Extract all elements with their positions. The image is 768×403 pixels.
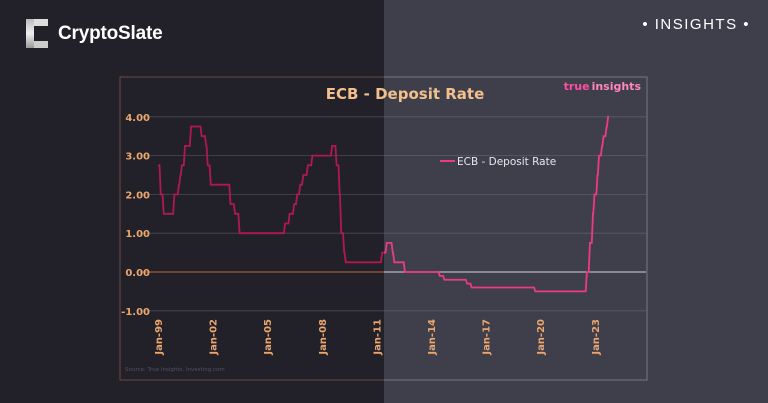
brand-name: CryptoSlate: [58, 22, 163, 44]
x-tick-label: Jan-99: [154, 319, 165, 356]
chart-frame: [119, 76, 648, 381]
series-line-ecb-deposit-rate: [158, 115, 610, 293]
y-tick-label: 2.00: [125, 190, 150, 201]
x-tick-label: Jan-05: [263, 319, 274, 356]
x-tick-label: Jan-20: [536, 319, 547, 356]
y-tick-label: 0.00: [125, 268, 150, 279]
x-tick-label: Jan-11: [372, 319, 383, 356]
chart-title: ECB - Deposit Rate: [326, 85, 485, 103]
section-label: • INSIGHTS •: [642, 16, 750, 33]
x-tick-label: Jan-23: [591, 319, 602, 356]
source-note: Source: True Insights, Investing.com: [125, 367, 225, 373]
x-tick-label: Jan-17: [482, 319, 493, 356]
logo-mark-icon: [26, 19, 48, 48]
legend-label: ECB - Deposit Rate: [457, 156, 556, 168]
watermark: true insights: [564, 80, 642, 93]
cryptoslate-logo[interactable]: CryptoSlate: [26, 19, 163, 48]
y-tick-label: 1.00: [125, 229, 150, 240]
y-tick-label: -1.00: [121, 307, 150, 318]
y-tick-label: 3.00: [125, 152, 150, 163]
x-tick-label: Jan-14: [427, 319, 438, 356]
y-tick-label: 4.00: [125, 113, 150, 124]
x-tick-label: Jan-08: [318, 319, 329, 356]
x-tick-label: Jan-02: [209, 319, 220, 356]
